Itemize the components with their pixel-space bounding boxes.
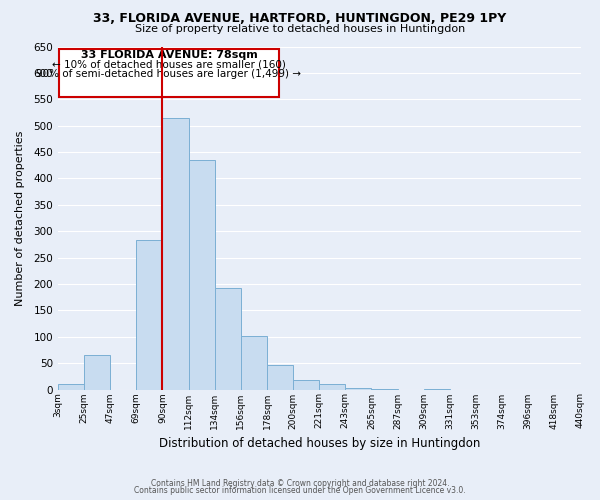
Bar — [424, 389, 450, 390]
Bar — [84, 355, 110, 390]
Bar — [241, 336, 267, 390]
Bar — [58, 384, 84, 390]
Text: Contains HM Land Registry data © Crown copyright and database right 2024.: Contains HM Land Registry data © Crown c… — [151, 478, 449, 488]
Text: 90% of semi-detached houses are larger (1,499) →: 90% of semi-detached houses are larger (… — [37, 68, 301, 78]
Text: 33, FLORIDA AVENUE, HARTFORD, HUNTINGDON, PE29 1PY: 33, FLORIDA AVENUE, HARTFORD, HUNTINGDON… — [94, 12, 506, 26]
Text: 33 FLORIDA AVENUE: 78sqm: 33 FLORIDA AVENUE: 78sqm — [80, 50, 257, 60]
Bar — [163, 118, 188, 390]
Bar — [346, 388, 371, 390]
Bar — [188, 160, 215, 390]
X-axis label: Distribution of detached houses by size in Huntingdon: Distribution of detached houses by size … — [158, 437, 480, 450]
Bar — [136, 240, 163, 390]
FancyBboxPatch shape — [59, 49, 279, 96]
Text: Contains public sector information licensed under the Open Government Licence v3: Contains public sector information licen… — [134, 486, 466, 495]
Bar — [371, 389, 398, 390]
Y-axis label: Number of detached properties: Number of detached properties — [15, 130, 25, 306]
Bar — [319, 384, 346, 390]
Bar — [267, 365, 293, 390]
Bar — [293, 380, 319, 390]
Bar — [215, 288, 241, 390]
Text: ← 10% of detached houses are smaller (160): ← 10% of detached houses are smaller (16… — [52, 60, 286, 70]
Text: Size of property relative to detached houses in Huntingdon: Size of property relative to detached ho… — [135, 24, 465, 34]
